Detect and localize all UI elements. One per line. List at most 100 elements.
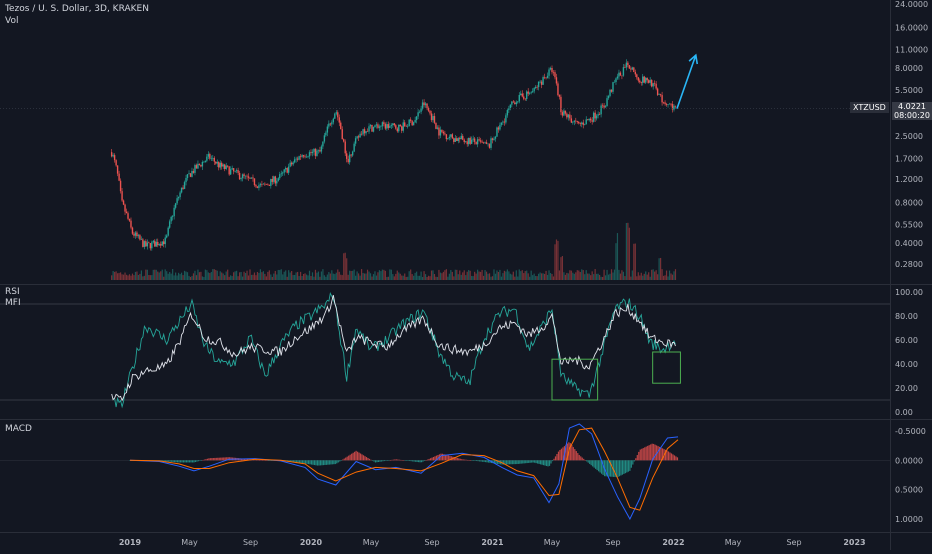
candle-body [372,126,375,132]
candle-body [587,119,589,121]
macd-histogram-bar [217,457,219,461]
macd-histogram-bar [297,460,299,463]
macd-histogram-bar [165,460,167,462]
volume-bar [570,270,572,280]
volume-bar [662,275,665,280]
candle-body [497,127,500,130]
volume-bar [424,274,427,280]
candle-body [140,239,143,241]
highlight-box [652,351,681,384]
candle-body [226,165,229,167]
macd-histogram-bar [596,460,598,471]
candle-body [624,67,626,68]
candle-body [421,102,424,109]
macd-histogram-bar [476,460,478,462]
macd-histogram-bar [401,460,403,461]
macd-label: MACD [5,424,32,434]
candle-body [158,244,160,246]
candle-body [401,126,403,131]
candle-body [249,177,251,179]
candle-body [524,98,526,100]
candle-body [540,81,543,85]
candle-body [185,177,187,183]
volume-bar [375,275,378,280]
macd-histogram-bar [196,460,198,462]
macd-histogram-bar [376,460,378,463]
macd-histogram-bar [602,460,604,475]
candle-body [389,125,391,128]
volume-bar [481,269,483,280]
volume-bar [419,275,421,280]
volume-bar [469,270,471,280]
volume-bar [392,274,394,280]
volume-bar [206,270,208,280]
candle-body [302,155,305,157]
macd-histogram-bar [575,451,577,461]
volume-bar [149,275,151,280]
candle-body [241,174,244,179]
candle-body [149,243,152,249]
macd-histogram-bar [600,460,603,474]
price-tick-label: 0.8000 [895,199,923,208]
candle-body [328,123,330,127]
volume-bar [326,274,328,280]
volume-bar [447,276,449,280]
volume-bar [158,272,160,280]
macd-histogram-bar [599,460,601,473]
candle-body [589,118,592,121]
macd-histogram-bar [458,458,460,461]
macd-histogram-bar [185,460,188,463]
volume-bar [555,239,558,280]
candle-body [283,169,285,173]
candle-body [597,114,599,116]
macd-histogram-bar [608,460,610,477]
candle-body [584,124,586,125]
volume-bar [651,269,653,280]
candle-body [560,96,562,113]
macd-histogram-bar [371,460,374,461]
candle-body [499,124,501,130]
macd-histogram-bar [423,460,426,461]
macd-histogram-bar [169,460,171,462]
volume-bar [530,270,532,280]
bar-countdown: 08:00:20 [894,111,930,120]
macd-histogram-bar [664,449,667,461]
volume-bar [189,276,192,280]
macd-histogram-bar [386,460,388,461]
macd-histogram-bar [392,459,394,461]
volume-bar [249,269,251,280]
candle-body [164,237,166,245]
volume-bar [139,273,141,280]
macd-histogram-bar [294,460,296,463]
candle-body [561,112,564,116]
candle-body [466,141,468,145]
macd-histogram-bar [572,447,574,461]
volume-bar [221,272,223,280]
candle-body [188,173,190,175]
volume-bar [276,274,278,280]
volume-bar [445,269,447,280]
volume-bar [380,271,382,280]
price-tick-label: 0.2800 [895,260,923,269]
macd-histogram-bar [270,460,272,461]
volume-bar [435,276,437,280]
candle-body [191,170,193,177]
volume-bar [204,269,206,280]
macd-histogram-bar [504,460,506,465]
macd-histogram-bar [562,447,564,461]
candle-body [572,121,574,123]
volume-bar [314,269,317,280]
candle-body [505,115,507,123]
volume-bar [576,270,578,280]
macd-histogram-bar [206,458,208,461]
macd-histogram-bar [388,460,390,461]
macd-histogram-bar [489,460,491,463]
candle-body [521,93,523,97]
macd-histogram-bar [179,460,182,463]
candle-body [500,122,503,125]
candle-body [448,136,451,139]
candle-body [360,133,363,135]
macd-histogram-bar [526,460,528,464]
